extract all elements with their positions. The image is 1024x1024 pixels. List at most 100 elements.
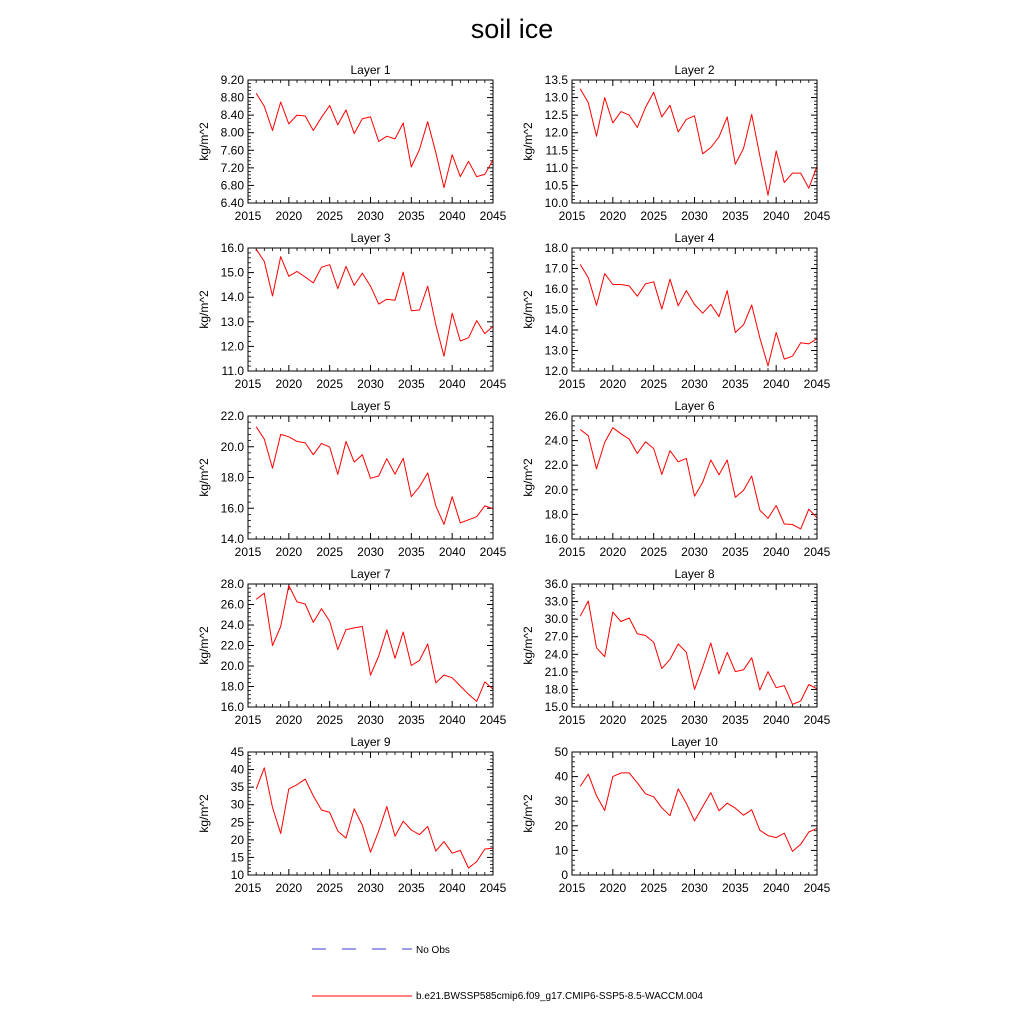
x-tick-label: 2015 (235, 209, 262, 223)
y-tick-label: 10 (555, 843, 569, 857)
x-tick-label: 2035 (398, 377, 425, 391)
x-tick-label: 2015 (559, 713, 586, 727)
panel-title: Layer 9 (350, 735, 390, 749)
panel-layer-3: 11.0 12.0 13.0 14.0 15.0 16.0 2015 2020 2025 2030… (197, 231, 507, 391)
plot-frame (247, 751, 494, 876)
plot-frame (247, 247, 494, 372)
y-tick-label: 18.0 (545, 507, 569, 521)
y-tick-label: 30 (555, 794, 569, 808)
series-line (579, 427, 818, 530)
x-tick-label: 2025 (640, 209, 667, 223)
plot-frame (571, 247, 818, 372)
panel-title: Layer 8 (674, 567, 714, 581)
series-line (255, 248, 494, 357)
x-tick-label: 2045 (804, 881, 831, 895)
y-tick-label: 18.0 (545, 682, 569, 696)
panel-layer-4: 12.0 13.0 14.0 15.0 16.0 17.0 18.0 2015 2020 2025… (521, 231, 831, 391)
x-tick-label: 2035 (722, 545, 749, 559)
y-tick-label: 26.0 (545, 409, 569, 423)
x-tick-label: 2045 (804, 209, 831, 223)
y-axis-label: kg/m^2 (197, 794, 211, 833)
y-tick-label: 12.0 (221, 339, 245, 353)
x-tick-label: 2035 (398, 881, 425, 895)
y-tick-label: 7.60 (221, 143, 245, 157)
y-tick-label: 27.0 (545, 630, 569, 644)
y-tick-label: 12.5 (545, 108, 569, 122)
x-tick-label: 2015 (559, 545, 586, 559)
plot-frame (571, 79, 818, 204)
y-axis-label: kg/m^2 (521, 458, 535, 497)
plot-frame (571, 583, 818, 708)
x-tick-label: 2030 (681, 209, 708, 223)
y-tick-label: 26.0 (221, 598, 245, 612)
series-line (579, 600, 818, 705)
y-tick-label: 24.0 (545, 647, 569, 661)
x-tick-label: 2025 (316, 209, 343, 223)
y-tick-label: 15 (231, 850, 245, 864)
y-tick-label: 22.0 (221, 639, 245, 653)
x-tick-label: 2035 (722, 209, 749, 223)
y-tick-label: 20 (555, 819, 569, 833)
x-tick-label: 2025 (316, 545, 343, 559)
x-tick-label: 2040 (439, 881, 466, 895)
series-line (255, 585, 494, 702)
y-tick-label: 21.0 (545, 665, 569, 679)
plot-frame (571, 751, 818, 876)
x-tick-label: 2025 (640, 881, 667, 895)
y-tick-label: 6.40 (221, 196, 245, 210)
y-tick-label: 18.0 (545, 241, 569, 255)
y-tick-label: 24.0 (545, 434, 569, 448)
panel-title: Layer 10 (671, 735, 718, 749)
x-tick-label: 2045 (480, 209, 507, 223)
y-tick-label: 20.0 (221, 659, 245, 673)
x-tick-label: 2025 (316, 713, 343, 727)
y-tick-label: 33.0 (545, 595, 569, 609)
y-tick-label: 10.0 (545, 196, 569, 210)
x-tick-label: 2025 (640, 545, 667, 559)
y-tick-label: 12.0 (545, 126, 569, 140)
x-tick-label: 2020 (275, 713, 302, 727)
y-tick-label: 20.0 (221, 440, 245, 454)
y-tick-label: 16.0 (221, 501, 245, 515)
y-tick-label: 8.40 (221, 108, 245, 122)
y-tick-label: 22.0 (545, 458, 569, 472)
y-axis-label: kg/m^2 (197, 290, 211, 329)
x-tick-label: 2020 (599, 881, 626, 895)
panel-layer-7: 16.0 18.0 20.0 22.0 24.0 26.0 28.0 2015 2020 2025… (197, 567, 507, 727)
series-line (255, 767, 494, 869)
legend-obs-label: No Obs (416, 945, 450, 956)
y-tick-label: 14.0 (221, 532, 245, 546)
y-tick-label: 22.0 (221, 409, 245, 423)
x-tick-label: 2015 (235, 881, 262, 895)
panel-layer-5: 14.0 16.0 18.0 20.0 22.0 2015 2020 2025 2030 2035… (197, 399, 507, 559)
y-tick-label: 18.0 (221, 680, 245, 694)
x-tick-label: 2040 (763, 545, 790, 559)
series-line (579, 772, 818, 852)
y-axis-label: kg/m^2 (197, 122, 211, 161)
y-tick-label: 13.0 (545, 91, 569, 105)
panel-title: Layer 2 (674, 63, 714, 77)
x-tick-label: 2045 (804, 545, 831, 559)
y-tick-label: 30.0 (545, 612, 569, 626)
series-line (255, 92, 494, 189)
x-tick-label: 2020 (275, 545, 302, 559)
y-axis-label: kg/m^2 (521, 122, 535, 161)
x-tick-label: 2040 (439, 713, 466, 727)
y-axis-label: kg/m^2 (521, 626, 535, 665)
legend-series-label: b.e21.BWSSP585cmip6.f09_g17.CMIP6-SSP5-8… (416, 991, 703, 1002)
y-tick-label: 16.0 (221, 700, 245, 714)
panel-layer-2: 10.0 10.5 11.0 11.5 12.0 12.5 13.0 13.5 2015 2020… (521, 63, 831, 223)
x-tick-label: 2045 (480, 377, 507, 391)
x-tick-label: 2025 (316, 881, 343, 895)
x-tick-label: 2035 (398, 209, 425, 223)
y-tick-label: 17.0 (545, 262, 569, 276)
x-tick-label: 2015 (235, 545, 262, 559)
x-tick-label: 2045 (480, 881, 507, 895)
x-tick-label: 2045 (480, 545, 507, 559)
plot-frame (247, 583, 494, 708)
x-tick-label: 2040 (763, 881, 790, 895)
x-tick-label: 2030 (681, 881, 708, 895)
y-tick-label: 14.0 (545, 323, 569, 337)
